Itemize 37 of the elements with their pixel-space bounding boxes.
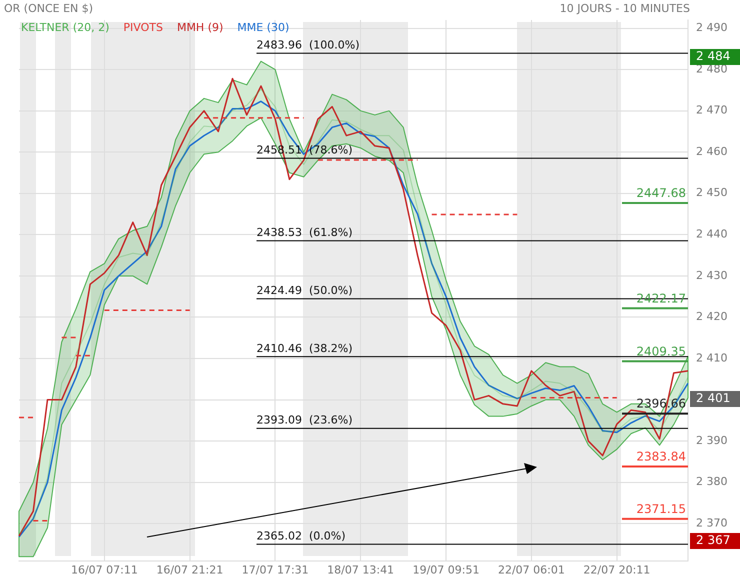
x-tick-label: 19/07 09:51 bbox=[412, 563, 480, 576]
y-tick-label: 2 430 bbox=[696, 268, 728, 282]
text: PIVOTS bbox=[123, 20, 163, 34]
ref-line-label: 2410.46 (38.2%) bbox=[256, 342, 353, 355]
y-tick-label: 2 440 bbox=[696, 228, 728, 241]
chart-title: OR (ONCE EN $) bbox=[4, 2, 94, 15]
text: MME (30) bbox=[237, 20, 290, 34]
y-tick-label: 2 460 bbox=[696, 144, 728, 158]
y-tick-label: 2 410 bbox=[696, 351, 728, 364]
text: KELTNER (20, 2) bbox=[21, 20, 110, 34]
x-tick-label: 17/07 17:31 bbox=[242, 563, 309, 576]
y-tick-label: 2 490 bbox=[696, 21, 728, 34]
x-tick-label: 16/07 07:11 bbox=[70, 563, 138, 576]
text: MMH (9) bbox=[176, 20, 224, 34]
text: 10 JOURS - 10 MINUTES bbox=[560, 2, 690, 15]
text: 2 484 bbox=[696, 49, 730, 64]
ref-line-label: 2483.96 (100.0%) bbox=[256, 38, 360, 52]
ref-line-label: 2371.15 bbox=[636, 502, 686, 516]
ref-line-label: 2365.02 (0.0%) bbox=[256, 530, 346, 543]
text: 2 367 bbox=[696, 533, 730, 548]
x-tick-label: 18/07 13:41 bbox=[327, 563, 394, 576]
y-tick-label: 2 390 bbox=[696, 434, 728, 447]
y-tick-label: 2 450 bbox=[696, 186, 728, 200]
ref-line-label: 2409.35 bbox=[636, 344, 686, 358]
ref-line-label: 2393.09 (23.6%) bbox=[256, 414, 353, 427]
y-tick-label: 2 420 bbox=[696, 310, 728, 324]
ref-line-label: 2438.53 (61.8%) bbox=[256, 226, 353, 240]
x-tick-label: 16/07 21:21 bbox=[156, 563, 224, 576]
y-tick-label: 2 380 bbox=[696, 475, 728, 488]
y-tick-label: 2 470 bbox=[696, 104, 728, 117]
ref-line-label: 2424.49 (50.0%) bbox=[256, 284, 353, 298]
x-tick-label: 22/07 20:11 bbox=[583, 563, 650, 576]
ref-line-label: 2383.84 bbox=[636, 450, 686, 464]
text: 2 401 bbox=[696, 391, 730, 406]
y-tick-label: 2 370 bbox=[696, 516, 728, 530]
x-tick-label: 22/07 06:01 bbox=[498, 563, 565, 576]
ref-line-label: 2447.68 bbox=[636, 186, 686, 200]
